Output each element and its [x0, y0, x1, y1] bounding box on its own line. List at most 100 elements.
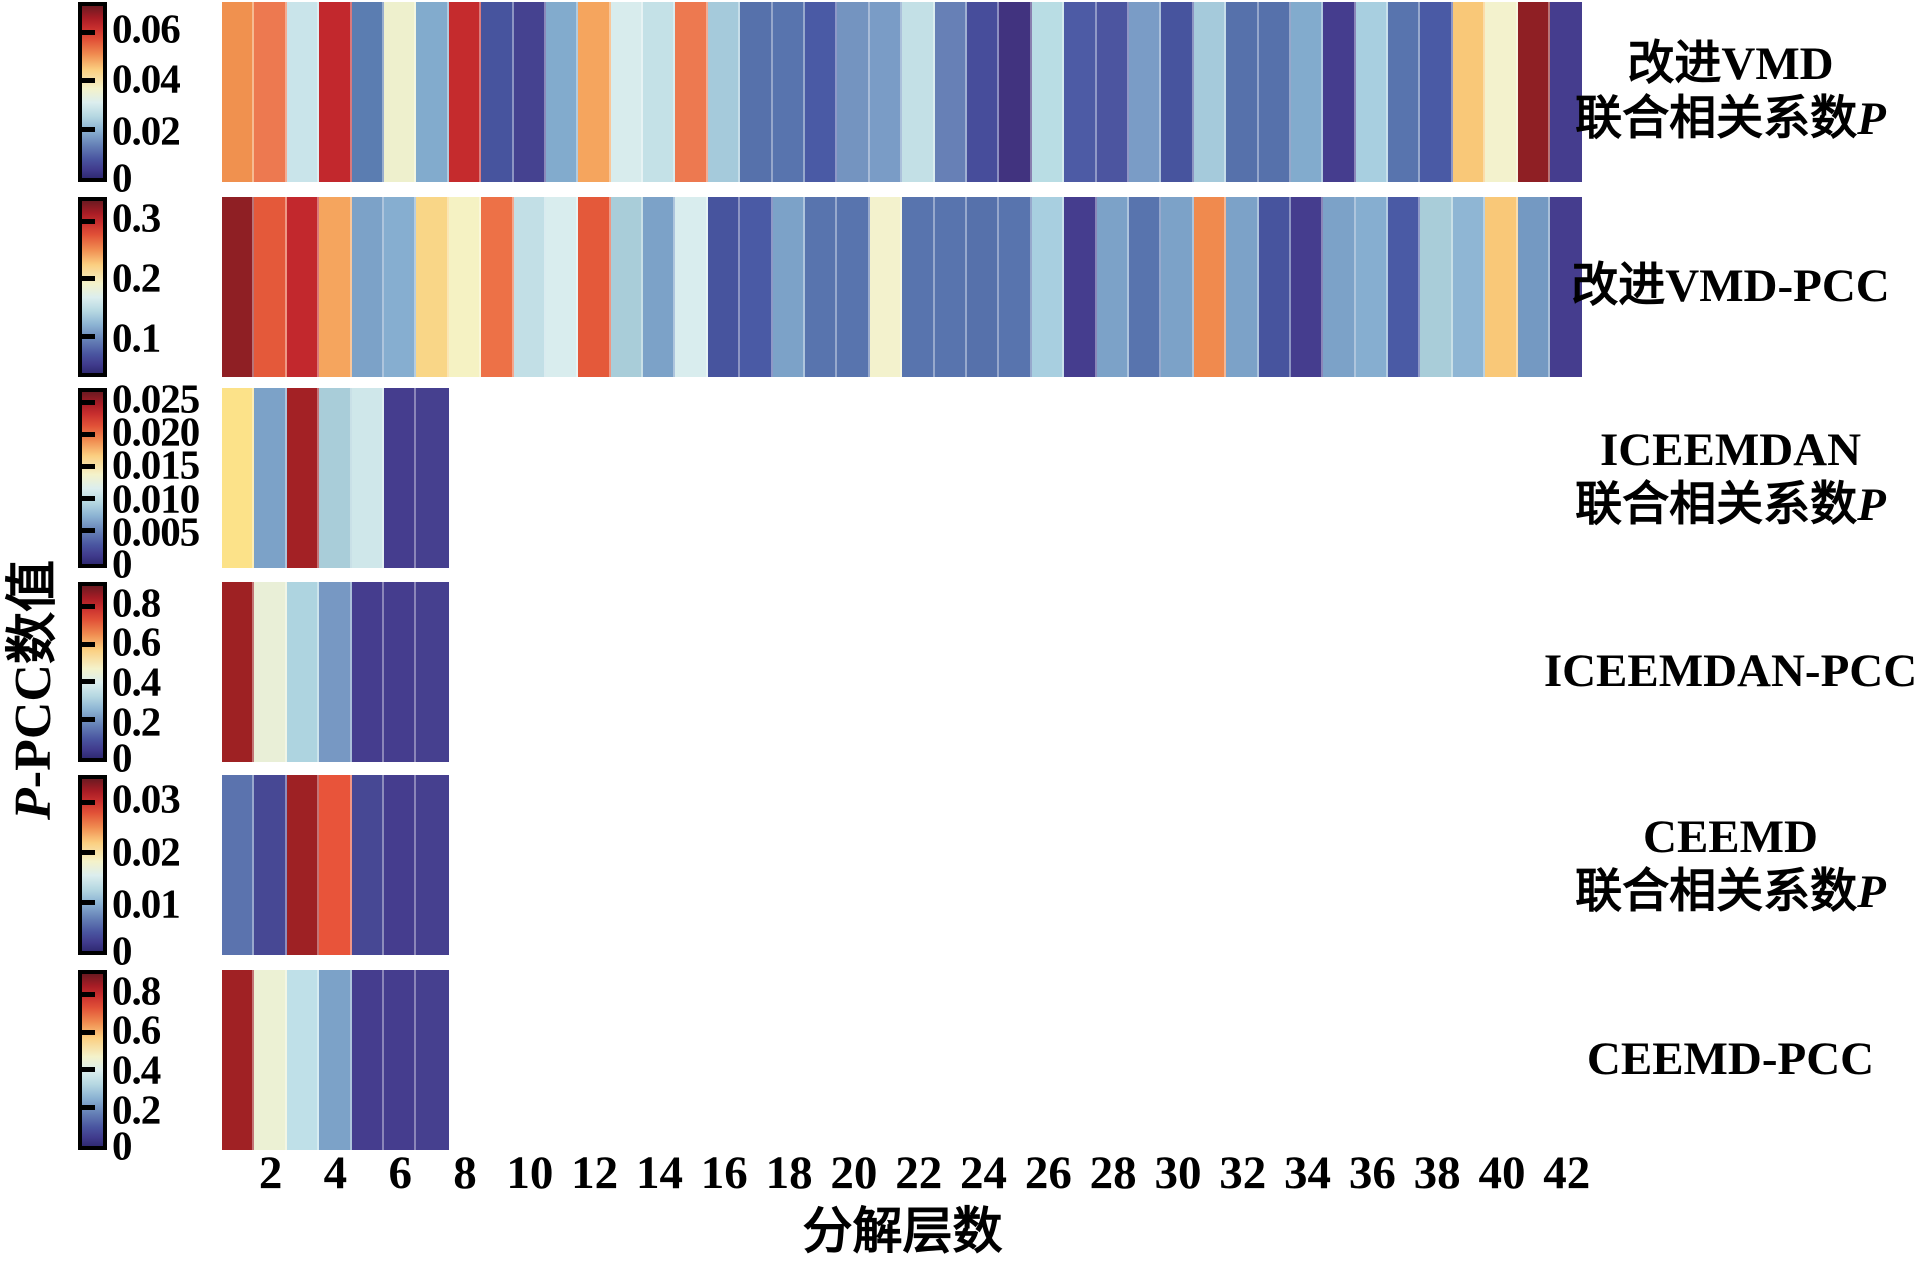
heatmap-cell	[1452, 2, 1486, 182]
row-label: 改进VMD-PCC	[1571, 260, 1890, 313]
heatmap-cell	[319, 388, 352, 568]
heatmap-cell	[254, 197, 287, 377]
heatmap-cell	[286, 388, 320, 568]
colorbar-tick-label: 0	[112, 927, 132, 974]
heatmap-cell	[319, 197, 352, 377]
colorbar-tick-mark	[82, 679, 95, 684]
heatmap-cell	[383, 970, 417, 1150]
x-tick-label: 12	[571, 1147, 619, 1199]
x-tick-label: 8	[453, 1147, 477, 1199]
x-tick-label: 20	[830, 1147, 878, 1199]
heatmap-cell	[351, 388, 384, 568]
heatmap-row-5: 0.03 0.02 0.01 0 CEEMD 联合相关系数P	[0, 775, 1926, 971]
heatmap-cell	[740, 197, 773, 377]
colorbar-tick-mark	[82, 400, 95, 405]
colorbar	[78, 197, 107, 377]
colorbar-tick-mark	[82, 127, 95, 132]
heatmap-cell	[1290, 197, 1324, 377]
colorbar-tick-label: 0.04	[112, 55, 181, 102]
colorbar-tick-mark	[82, 30, 95, 35]
heatmap-cell	[448, 2, 482, 182]
heatmap-cell	[319, 970, 352, 1150]
heatmap-cell	[254, 2, 287, 182]
heatmap-cell	[222, 970, 255, 1150]
heatmap-cell	[1031, 197, 1065, 377]
heatmap-cell	[1031, 2, 1065, 182]
heatmap-row-6: 0.8 0.6 0.4 0.2 0 CEEMD-PCC	[0, 970, 1926, 1166]
x-tick-label: 30	[1154, 1147, 1202, 1199]
heatmap-cell	[351, 2, 384, 182]
heatmap-cell	[286, 582, 320, 762]
colorbar-tick-mark	[82, 1067, 95, 1072]
heatmap-cell	[1226, 197, 1259, 377]
heatmap-cell	[1193, 2, 1227, 182]
heatmap-cell	[1128, 2, 1162, 182]
heatmap-cell	[707, 2, 741, 182]
colorbar-tick-mark	[82, 78, 95, 83]
heatmap-row-3: 0.025 0.020 0.015 0.010 0.005 0 ICEEMDAN 联合相关系数…	[0, 378, 1926, 584]
heatmap-cell	[1161, 2, 1194, 182]
heatmap-cell	[1064, 197, 1097, 377]
heatmap-cell	[254, 775, 287, 955]
heatmap-cell	[1517, 2, 1551, 182]
heatmap-cell	[1258, 2, 1291, 182]
colorbar-tick-label: 0.015	[112, 441, 200, 488]
colorbar-tick-label: 0	[112, 540, 132, 587]
heatmap-cell	[416, 388, 449, 568]
x-axis-tick-labels: 2 4 6 8 10 12 14 16 18 20 22 24 26 28 30 32 34 36 38 40 42	[0, 1150, 1926, 1204]
heatmap-cell	[675, 197, 708, 377]
heatmap-strip	[222, 197, 1583, 377]
heatmap-cell	[1485, 197, 1518, 377]
heatmap-cell	[869, 2, 903, 182]
colorbar-tick-label: 0.3	[112, 194, 161, 241]
colorbar-tick-mark	[82, 642, 95, 647]
heatmap-cell	[578, 197, 611, 377]
colorbar-tick-label: 0.03	[112, 775, 181, 822]
colorbar-tick-mark	[82, 1030, 95, 1035]
heatmap-row-2: 0.3 0.2 0.1 改进VMD-PCC	[0, 197, 1926, 377]
heatmap-cell	[902, 197, 935, 377]
colorbar-tick-mark	[82, 800, 95, 805]
colorbar-tick-label: 0.02	[112, 828, 181, 875]
heatmap-cell	[1128, 197, 1162, 377]
colorbar-tick-label: 0.4	[112, 658, 161, 705]
heatmap-cell	[1420, 197, 1453, 377]
heatmap-cell	[222, 775, 255, 955]
row-label: ICEEMDAN-PCC	[1543, 645, 1918, 698]
heatmap-cell	[1388, 197, 1421, 377]
heatmap-cell	[286, 775, 320, 955]
heatmap-cell	[999, 197, 1032, 377]
heatmap-cell	[1420, 2, 1453, 182]
heatmap-cell	[902, 2, 935, 182]
colorbar-tick-label: 0.06	[112, 5, 181, 52]
heatmap-cell	[1161, 197, 1194, 377]
heatmap-cell	[254, 970, 287, 1150]
heatmap-strip	[222, 970, 449, 1150]
x-tick-label: 34	[1284, 1147, 1332, 1199]
heatmap-strip	[222, 775, 449, 955]
colorbar-tick-mark	[82, 528, 95, 533]
x-tick-label: 14	[635, 1147, 683, 1199]
row-label: 改进VMD 联合相关系数P	[1575, 37, 1886, 145]
heatmap-cell	[610, 2, 644, 182]
heatmap-cell	[1226, 2, 1259, 182]
x-tick-label: 38	[1413, 1147, 1461, 1199]
heatmap-cell	[545, 2, 579, 182]
heatmap-cell	[966, 2, 1000, 182]
heatmap-cell	[383, 582, 417, 762]
heatmap-cell	[222, 2, 255, 182]
heatmap-cell	[254, 582, 287, 762]
colorbar-tick-label: 0.6	[112, 618, 161, 665]
heatmap-cell	[1096, 2, 1129, 182]
colorbar-tick-label: 0.2	[112, 698, 161, 745]
heatmap-cell	[319, 775, 352, 955]
heatmap-cell	[934, 2, 967, 182]
heatmap-cell	[1355, 197, 1389, 377]
heatmap-cell	[416, 2, 449, 182]
heatmap-cell	[383, 775, 417, 955]
heatmap-cell	[999, 2, 1032, 182]
heatmap-cell	[416, 197, 449, 377]
row-label: ICEEMDAN 联合相关系数P	[1575, 423, 1886, 531]
x-tick-label: 22	[895, 1147, 943, 1199]
heatmap-cell	[643, 197, 676, 377]
